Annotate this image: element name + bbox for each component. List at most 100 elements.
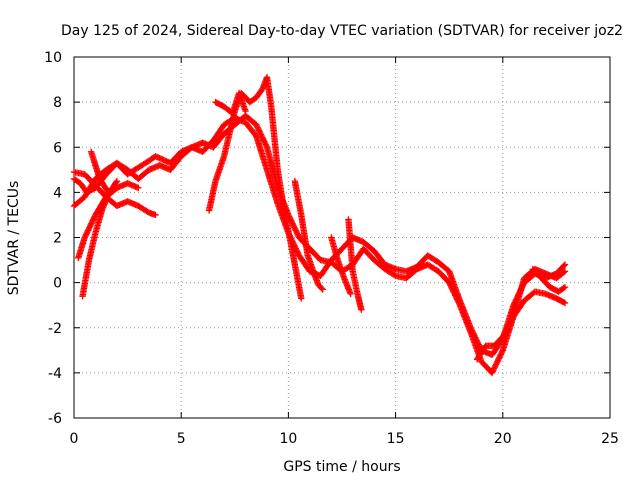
data-point xyxy=(472,334,479,341)
data-point xyxy=(262,141,269,148)
x-tick-label: 0 xyxy=(70,431,79,447)
data-point xyxy=(258,132,265,140)
x-tick-label: 5 xyxy=(177,431,186,447)
data-markers xyxy=(70,74,569,377)
data-point xyxy=(517,286,525,293)
data-point xyxy=(510,300,518,307)
data-point xyxy=(517,287,524,295)
data-point xyxy=(294,231,301,238)
data-point xyxy=(510,301,517,309)
axis-ticks: 0 5 10 15 20 25 -6 -4 -2 0 2 4 6 8 10 xyxy=(44,50,619,447)
data-point xyxy=(255,127,263,134)
x-tick-label: 25 xyxy=(601,431,619,447)
data-point xyxy=(261,139,269,147)
data-point xyxy=(152,211,159,219)
data-point xyxy=(511,299,519,306)
data-point xyxy=(494,356,502,364)
data-point xyxy=(113,177,121,185)
data-point xyxy=(561,283,569,291)
data-point xyxy=(113,184,121,192)
series-track-9 xyxy=(291,177,326,293)
series-track-7 xyxy=(205,74,305,302)
data-point xyxy=(513,296,520,303)
data-point xyxy=(472,335,480,343)
data-point xyxy=(496,352,504,360)
y-tick-label: 0 xyxy=(53,276,62,292)
data-point xyxy=(496,354,503,361)
x-tick-label: 20 xyxy=(494,431,512,447)
data-point xyxy=(468,327,476,334)
data-point xyxy=(261,138,268,145)
data-point xyxy=(290,223,297,230)
series-track-10 xyxy=(328,234,354,298)
y-tick-label: 4 xyxy=(53,185,62,201)
data-point xyxy=(81,234,88,241)
data-point xyxy=(85,225,92,233)
data-point xyxy=(498,349,505,357)
data-point xyxy=(514,293,521,300)
data-point xyxy=(493,359,500,367)
data-point xyxy=(263,142,270,150)
data-point xyxy=(259,135,267,142)
data-point xyxy=(469,328,476,336)
data-point xyxy=(89,217,96,224)
data-point xyxy=(319,286,326,293)
y-tick-label: 6 xyxy=(53,140,62,156)
data-point xyxy=(490,365,498,372)
data-point xyxy=(90,215,97,223)
data-point xyxy=(291,224,298,231)
data-point xyxy=(83,230,90,237)
data-point xyxy=(489,368,496,375)
data-point xyxy=(291,225,299,233)
data-point xyxy=(474,338,481,346)
data-point xyxy=(498,348,506,355)
y-tick-label: 10 xyxy=(44,50,62,66)
data-point xyxy=(491,364,498,371)
y-tick-label: 2 xyxy=(53,231,62,247)
data-point xyxy=(470,331,478,339)
data-point xyxy=(495,355,502,362)
y-axis-label: SDTVAR / TECUs xyxy=(6,181,22,296)
series-track-3 xyxy=(70,168,159,219)
data-point xyxy=(474,340,482,347)
data-point xyxy=(347,290,354,298)
data-point xyxy=(255,125,262,133)
data-point xyxy=(84,227,92,234)
y-tick-label: -2 xyxy=(48,321,62,337)
data-point xyxy=(515,292,522,299)
data-point xyxy=(257,129,264,137)
data-point xyxy=(560,262,568,269)
series-track-8 xyxy=(212,89,249,117)
data-point xyxy=(292,227,299,234)
data-point xyxy=(494,358,501,365)
data-point xyxy=(293,230,301,237)
data-point xyxy=(318,285,325,292)
data-point xyxy=(475,341,482,348)
data-point xyxy=(256,128,263,135)
series-track-13 xyxy=(529,265,569,295)
data-point xyxy=(560,269,567,276)
series-track-11 xyxy=(345,216,365,313)
data-point xyxy=(358,306,365,313)
data-point xyxy=(467,324,474,331)
data-point xyxy=(468,325,475,333)
data-point xyxy=(112,179,120,186)
data-point xyxy=(391,271,398,279)
data-point xyxy=(518,285,525,292)
data-point xyxy=(88,218,96,226)
data-point xyxy=(82,232,89,240)
data-point xyxy=(497,351,504,358)
data-point xyxy=(135,184,142,192)
data-point xyxy=(476,342,483,350)
y-tick-label: -6 xyxy=(48,411,62,427)
data-point xyxy=(253,121,260,128)
data-point xyxy=(298,295,305,302)
data-point xyxy=(470,330,477,337)
series-track-6 xyxy=(87,148,121,196)
data-point xyxy=(512,297,519,305)
data-point xyxy=(289,221,297,229)
data-point xyxy=(492,362,499,370)
data-point xyxy=(242,107,249,115)
